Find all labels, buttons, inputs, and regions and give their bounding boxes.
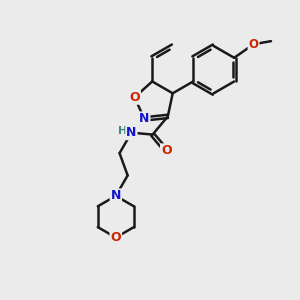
Text: O: O (249, 38, 259, 51)
Text: O: O (161, 144, 172, 158)
Text: N: N (139, 112, 149, 125)
Text: N: N (111, 189, 121, 203)
Text: O: O (129, 91, 140, 104)
Text: O: O (110, 231, 121, 244)
Text: H: H (118, 127, 128, 136)
Text: N: N (126, 126, 136, 139)
